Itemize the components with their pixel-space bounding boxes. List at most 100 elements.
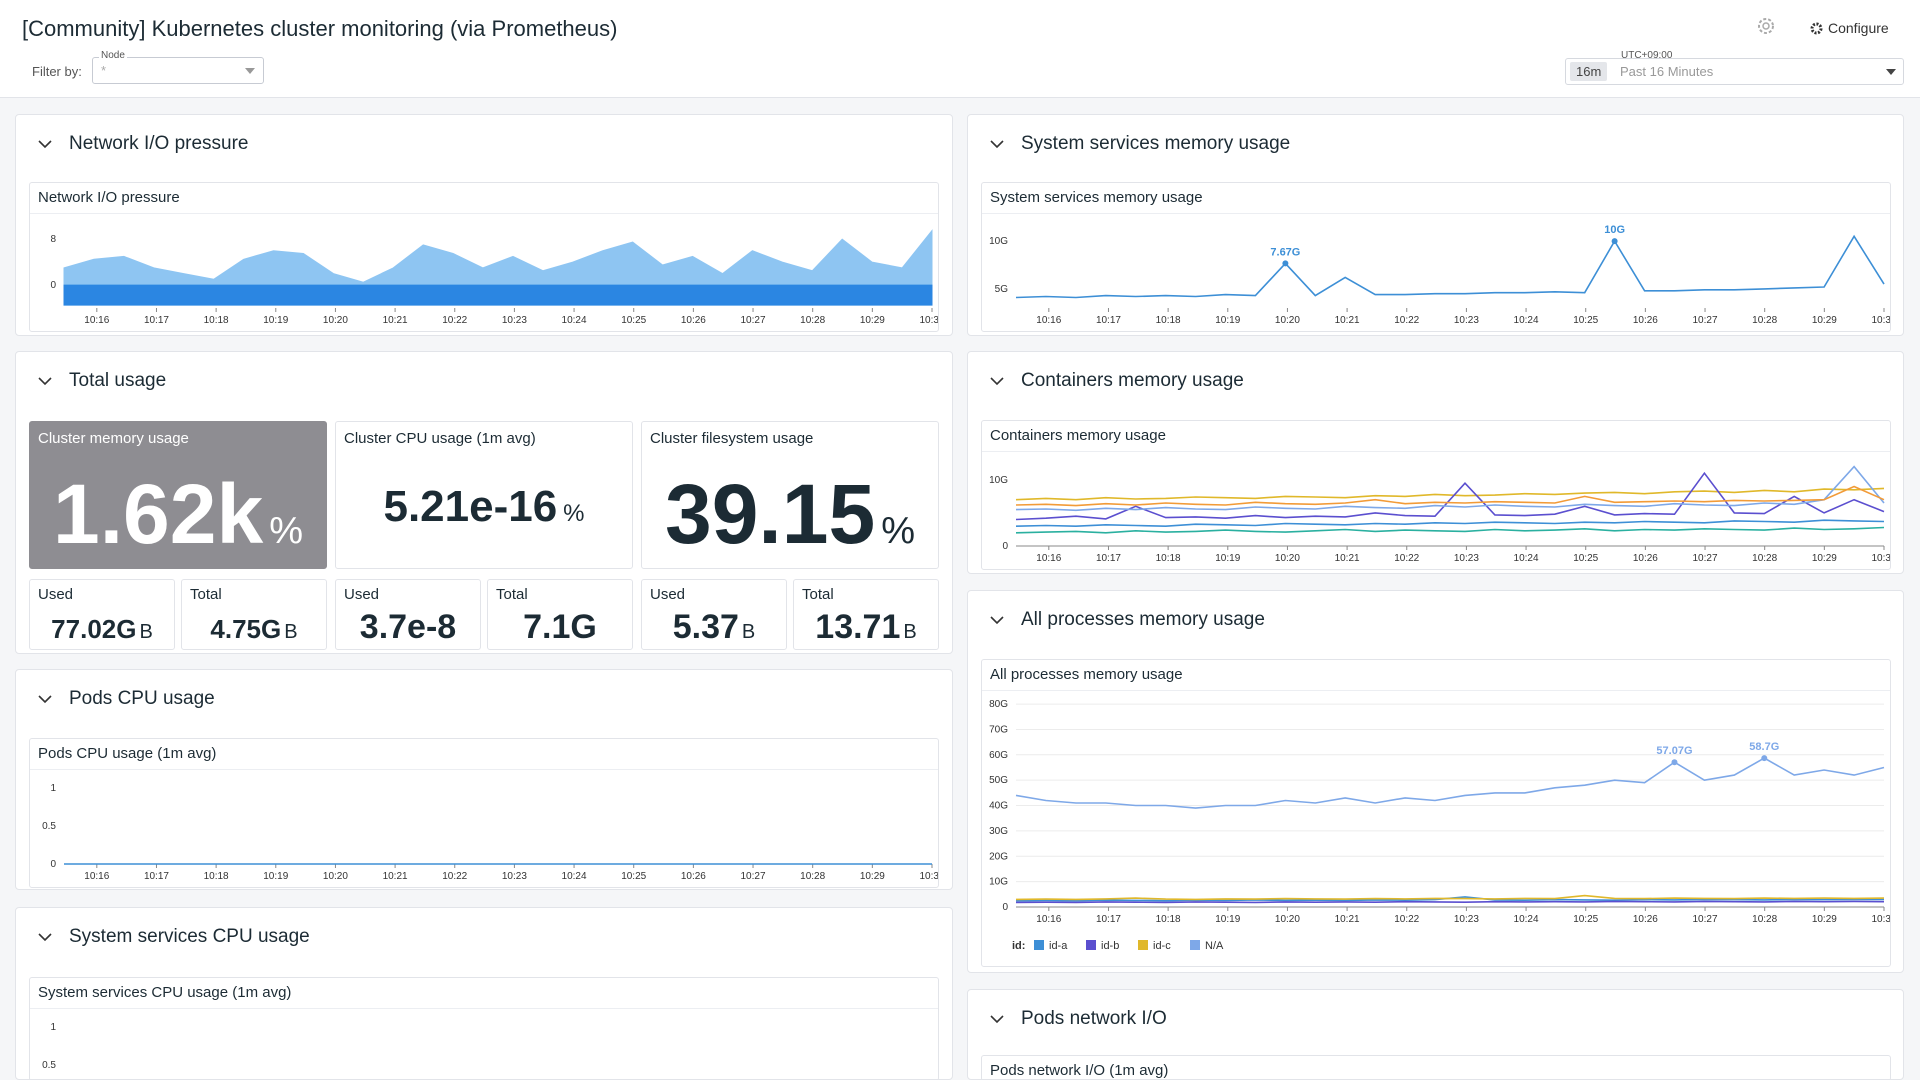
x-tick-label: 10:17	[144, 315, 169, 326]
chevron	[38, 377, 52, 386]
stat-label: Total	[802, 586, 834, 603]
y-tick-label: 20G	[989, 851, 1008, 862]
x-tick-label: 10:23	[502, 315, 527, 326]
x-tick-label: 10:27	[741, 871, 766, 882]
x-tick-label: 10:19	[263, 871, 288, 882]
query-value-title: Cluster filesystem usage	[650, 430, 814, 447]
unit: %	[881, 510, 915, 552]
legend-swatch	[1086, 940, 1096, 950]
stat-value: 13.71 B	[794, 608, 938, 647]
group: All processes memory usage 0 10G 20G 30G 40G 5…	[967, 590, 1904, 973]
group-title: System services memory usage	[1021, 133, 1291, 154]
x-tick-label: 10:19	[1215, 914, 1240, 925]
stat-value: 4.75G B	[182, 614, 326, 645]
stat-box: Total 4.75G B	[181, 579, 327, 650]
stat-label: Total	[496, 586, 528, 603]
x-tick-label: 10:19	[263, 315, 288, 326]
line	[1015, 894, 1885, 901]
y-tick-label: 10G	[989, 236, 1008, 247]
x-tick-label: 10:26	[681, 871, 706, 882]
group: Containers memory usage 0 10G 10:16 10:17 10:…	[967, 351, 1904, 574]
stat-label: Total	[190, 586, 222, 603]
value: 13.71	[815, 608, 901, 646]
x-tick-label: 10:28	[1752, 315, 1777, 326]
y-tick-label: 10G	[989, 877, 1008, 888]
x-tick-label: 10:22	[1394, 315, 1419, 326]
line	[1015, 487, 1885, 501]
x-tick-label: 10:25	[1573, 914, 1598, 925]
x-tick-label: 10:18	[1156, 315, 1181, 326]
x-tick-label: 10:23	[1454, 315, 1479, 326]
y-tick-label: 0	[1002, 541, 1008, 552]
range-chip: 16m	[1570, 62, 1608, 81]
x-tick-label: 10:22	[1394, 914, 1419, 925]
y-tick-label: 40G	[989, 801, 1008, 812]
x-tick-label: 10:20	[323, 871, 348, 882]
x-tick-label: 10:30	[1871, 914, 1890, 925]
group-title: Containers memory usage	[1021, 370, 1244, 391]
y-tick-label: 0	[50, 859, 56, 870]
x-tick-label: 10:30	[1871, 315, 1890, 326]
value-label: 57.07G	[1656, 745, 1692, 757]
legend-swatch	[1034, 940, 1044, 950]
widget-title: Containers memory usage	[982, 421, 1890, 452]
widget: Network I/O pressure 0 8 10:16 10:17 10:18 10:…	[29, 182, 939, 332]
x-tick-label: 10:23	[1454, 914, 1479, 925]
query-value-title: Cluster memory usage	[38, 430, 189, 447]
x-tick-label: 10:22	[442, 871, 467, 882]
chevron-path	[38, 377, 52, 386]
point	[1611, 238, 1618, 245]
filter-label: Filter by:	[32, 64, 82, 79]
timezone: UTC+09:00	[1621, 50, 1673, 61]
x-tick-label: 10:25	[621, 871, 646, 882]
stat-value: 5.37 B	[642, 608, 786, 647]
chevron	[38, 933, 52, 942]
query-value: Cluster CPU usage (1m avg) 5.21e-16%	[335, 421, 633, 569]
y-tick-label: 60G	[989, 750, 1008, 761]
chart: 0 8 10:16 10:17 10:18 10:19 10:20 10:21 10:22 10:…	[50, 229, 938, 326]
node-dropdown[interactable]: Node *	[92, 50, 264, 84]
stat-value: 77.02G B	[30, 614, 174, 645]
chart: 0 10G 10:16 10:17 10:18 10:19 10:20 10:21 10:22 1…	[989, 465, 1890, 564]
value: 5.37	[672, 608, 739, 646]
chevron	[990, 140, 1004, 149]
y-tick-label: 5G	[995, 284, 1009, 295]
x-tick-label: 10:28	[1752, 553, 1777, 564]
chevron	[990, 616, 1004, 625]
value: 7.1G	[523, 608, 597, 646]
widget-title: System services memory usage	[982, 183, 1890, 214]
x-tick-label: 10:16	[84, 871, 109, 882]
x-tick-label: 10:20	[1275, 553, 1300, 564]
y-tick-label: 0.5	[42, 821, 56, 832]
x-tick-label: 10:21	[1335, 315, 1360, 326]
query-value: Cluster memory usage 1.62k%	[29, 421, 327, 569]
chevron	[38, 140, 52, 149]
chevron-path	[38, 140, 52, 149]
time-picker[interactable]: 16m Past 16 Minutes	[1565, 58, 1904, 85]
configure-button[interactable]: Configure	[1810, 20, 1889, 36]
x-tick-label: 10:19	[1215, 553, 1240, 564]
value: 77.02G	[51, 614, 137, 644]
x-tick-label: 10:24	[1514, 315, 1539, 326]
widget-title: Network I/O pressure	[30, 183, 938, 214]
x-tick-label: 10:17	[1096, 315, 1121, 326]
query-value-number: 5.21e-16%	[336, 482, 632, 532]
x-tick-label: 10:20	[1275, 914, 1300, 925]
value-label: 10G	[1604, 224, 1625, 236]
group-title: Total usage	[69, 370, 167, 391]
widget-title: Pods network I/O (1m avg)	[982, 1056, 1890, 1079]
x-tick-label: 10:27	[741, 315, 766, 326]
x-tick-label: 10:28	[800, 315, 825, 326]
chevron-path	[990, 616, 1004, 625]
settings-icon[interactable]	[1755, 15, 1777, 37]
x-tick-label: 10:16	[1036, 315, 1061, 326]
x-tick-label: 10:26	[1633, 914, 1658, 925]
x-tick-label: 10:24	[1514, 553, 1539, 564]
x-tick-label: 10:21	[383, 871, 408, 882]
gear-icon	[1810, 22, 1823, 35]
x-tick-label: 10:26	[1633, 315, 1658, 326]
x-tick-label: 10:27	[1693, 914, 1718, 925]
y-tick-label: 50G	[989, 775, 1008, 786]
header: [Community] Kubernetes cluster monitorin…	[0, 0, 1920, 98]
